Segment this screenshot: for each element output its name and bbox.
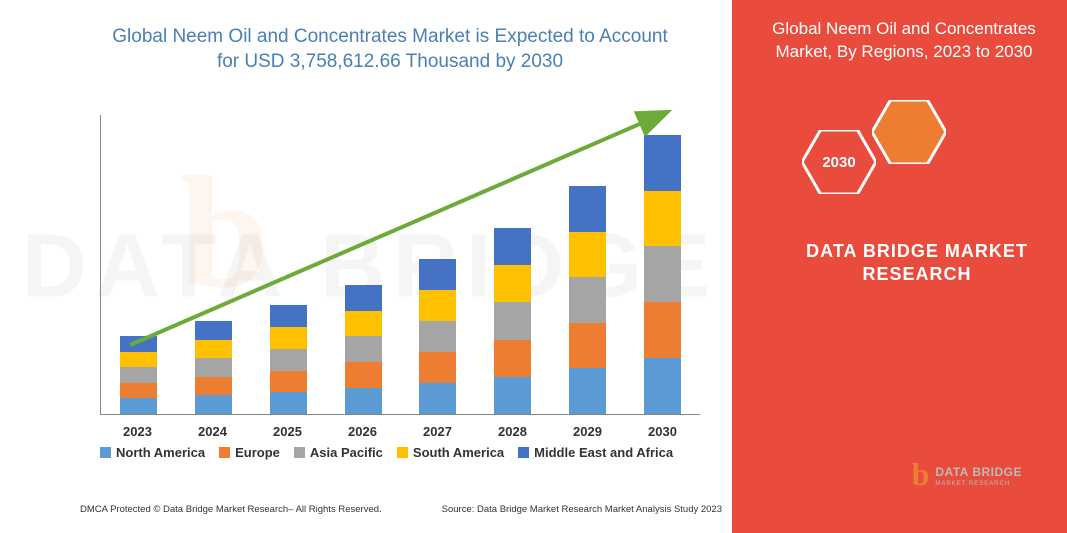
- bar-2026: [345, 285, 382, 414]
- x-axis-labels: 2023 2024 2025 2026 2027 2028 2029 2030: [100, 424, 700, 439]
- bar-segment: [195, 321, 232, 340]
- footer-source: Source: Data Bridge Market Research Mark…: [442, 504, 722, 515]
- hex-2030: 2030: [802, 130, 876, 194]
- bar-segment: [569, 232, 606, 278]
- bar-2024: [195, 321, 232, 414]
- footer-copyright: DMCA Protected © Data Bridge Market Rese…: [80, 504, 382, 515]
- legend-label: Europe: [235, 445, 280, 460]
- bar-segment: [569, 277, 606, 323]
- bar-2030: [644, 135, 681, 414]
- hex-badges: 2030 2023: [802, 100, 992, 220]
- legend-item: North America: [100, 445, 205, 460]
- bar-segment: [345, 362, 382, 388]
- brand-text: DATA BRIDGE MARKET RESEARCH: [797, 240, 1037, 287]
- bar-segment: [345, 336, 382, 362]
- x-label: 2024: [198, 424, 227, 439]
- logo-text-main: DATA BRIDGE: [935, 465, 1022, 479]
- bar-segment: [345, 388, 382, 414]
- bar-segment: [569, 186, 606, 232]
- bar-2025: [270, 305, 307, 414]
- bar-segment: [494, 377, 531, 414]
- bar-segment: [270, 392, 307, 414]
- x-label: 2026: [348, 424, 377, 439]
- bar-segment: [270, 327, 307, 349]
- bar-segment: [644, 358, 681, 414]
- bar-segment: [419, 352, 456, 383]
- bar-segment: [569, 323, 606, 369]
- bar-segment: [270, 371, 307, 393]
- chart-legend: North America Europe Asia Pacific South Ame…: [100, 445, 720, 460]
- bar-segment: [120, 367, 157, 383]
- x-label: 2030: [648, 424, 677, 439]
- bar-segment: [195, 377, 232, 396]
- legend-swatch-icon: [219, 447, 230, 458]
- bar-segment: [120, 398, 157, 414]
- legend-swatch-icon: [294, 447, 305, 458]
- footer: DMCA Protected © Data Bridge Market Rese…: [80, 504, 722, 515]
- logo-text-sub: MARKET RESEARCH: [935, 481, 1022, 487]
- bars-container: [100, 115, 700, 415]
- bar-segment: [494, 302, 531, 339]
- bar-segment: [419, 259, 456, 290]
- chart-plot-area: 20232024202520262027202820292030: [100, 115, 700, 415]
- chart-title: Global Neem Oil and Concentrates Market …: [0, 0, 740, 84]
- bar-segment: [345, 311, 382, 337]
- legend-item: Asia Pacific: [294, 445, 383, 460]
- bar-segment: [345, 285, 382, 311]
- logo-mark-icon: b: [912, 456, 930, 493]
- legend-item: South America: [397, 445, 504, 460]
- bar-2029: [569, 186, 606, 414]
- bar-2027: [419, 259, 456, 414]
- bar-segment: [644, 246, 681, 302]
- right-panel-title: Global Neem Oil and Concentrates Market,…: [759, 18, 1049, 64]
- legend-label: Middle East and Africa: [534, 445, 673, 460]
- bar-segment: [120, 352, 157, 368]
- legend-swatch-icon: [100, 447, 111, 458]
- bar-segment: [494, 265, 531, 302]
- bar-segment: [419, 290, 456, 321]
- bar-segment: [195, 395, 232, 414]
- bar-segment: [569, 368, 606, 414]
- brand-logo: b DATA BRIDGE MARKET RESEARCH: [912, 456, 1022, 493]
- bar-segment: [644, 135, 681, 191]
- bar-segment: [120, 383, 157, 399]
- bar-segment: [270, 349, 307, 371]
- legend-swatch-icon: [397, 447, 408, 458]
- legend-item: Europe: [219, 445, 280, 460]
- x-label: 2028: [498, 424, 527, 439]
- bar-segment: [644, 302, 681, 358]
- bar-segment: [195, 340, 232, 359]
- bar-segment: [120, 336, 157, 352]
- bar-segment: [494, 228, 531, 265]
- legend-label: North America: [116, 445, 205, 460]
- x-label: 2025: [273, 424, 302, 439]
- legend-label: South America: [413, 445, 504, 460]
- right-panel: Global Neem Oil and Concentrates Market,…: [732, 0, 1067, 533]
- bar-segment: [195, 358, 232, 377]
- legend-item: Middle East and Africa: [518, 445, 673, 460]
- bar-segment: [419, 383, 456, 414]
- bar-segment: [419, 321, 456, 352]
- x-label: 2027: [423, 424, 452, 439]
- bar-segment: [494, 340, 531, 377]
- hex-2023: 2023: [872, 100, 946, 164]
- x-label: 2023: [123, 424, 152, 439]
- bar-segment: [270, 305, 307, 327]
- legend-swatch-icon: [518, 447, 529, 458]
- legend-label: Asia Pacific: [310, 445, 383, 460]
- bar-2028: [494, 228, 531, 414]
- bar-2023: [120, 336, 157, 414]
- x-label: 2029: [573, 424, 602, 439]
- bar-segment: [644, 191, 681, 247]
- left-panel: b DATA BRIDGE Global Neem Oil and Concen…: [0, 0, 740, 533]
